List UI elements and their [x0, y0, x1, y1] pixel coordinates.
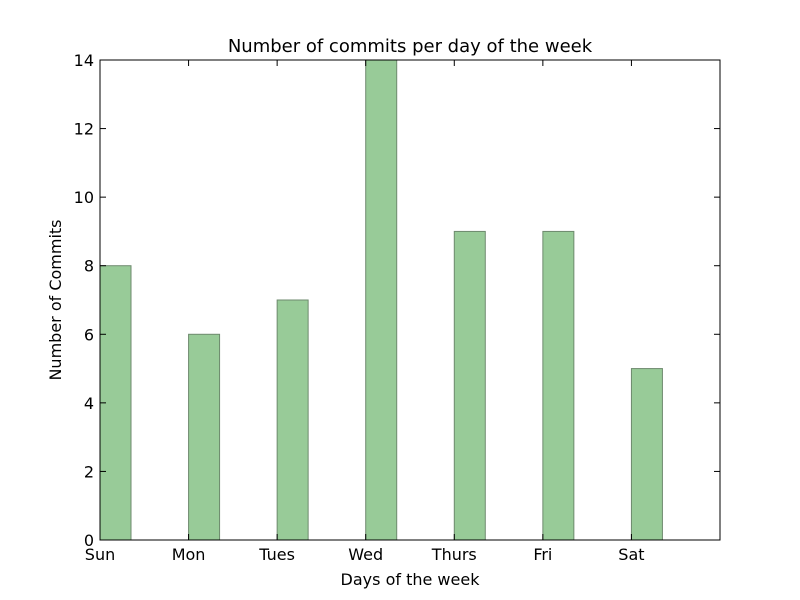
y-axis-label: Number of Commits	[46, 219, 65, 380]
bar-sat	[630, 368, 663, 541]
bar-fri	[542, 230, 575, 541]
y-tick-label: 14	[74, 51, 94, 70]
x-tick-label: Sun	[85, 545, 115, 564]
x-tick-label: Sat	[618, 545, 644, 564]
bar-wed	[365, 59, 398, 541]
x-tick-label: Fri	[533, 545, 552, 564]
chart-title: Number of commits per day of the week	[228, 36, 593, 57]
plot-frame	[99, 59, 721, 541]
y-tick-label: 12	[74, 120, 94, 139]
x-axis-label: Days of the week	[341, 570, 481, 589]
bars-group	[99, 59, 663, 541]
x-ticks-group: Sun Mon Tues Wed Thurs Fri Sat	[85, 60, 645, 564]
y-tick-label: 2	[84, 462, 94, 481]
x-tick-label: Mon	[172, 545, 206, 564]
y-tick-label: 10	[74, 188, 94, 207]
y-tick-label: 4	[84, 394, 94, 413]
x-tick-label: Tues	[258, 545, 295, 564]
y-ticks-group: 0 2 4 6 8 10 12 14	[74, 51, 720, 550]
x-tick-label: Thurs	[431, 545, 477, 564]
bar-thurs	[453, 230, 486, 541]
y-tick-label: 8	[84, 257, 94, 276]
y-tick-label: 0	[84, 531, 94, 550]
x-tick-label: Wed	[348, 545, 383, 564]
y-tick-label: 6	[84, 325, 94, 344]
bar-mon	[188, 333, 221, 541]
bar-tues	[276, 299, 309, 541]
